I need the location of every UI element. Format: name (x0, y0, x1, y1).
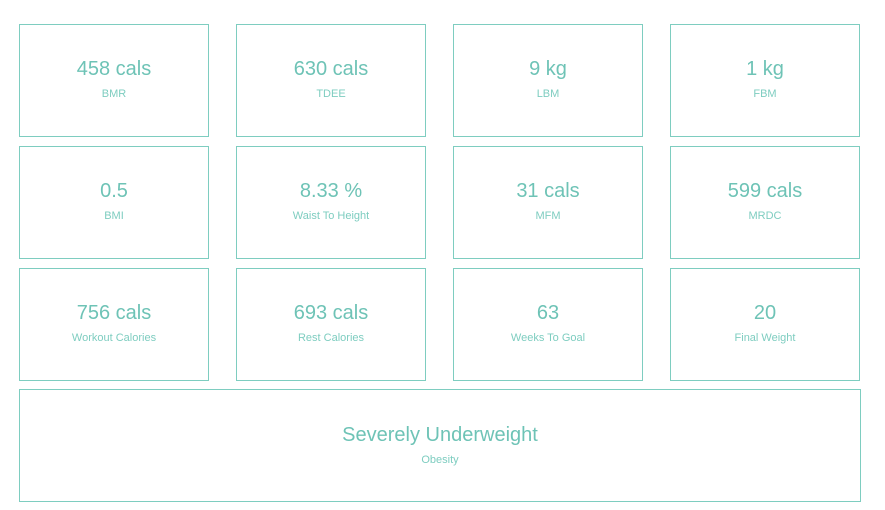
stat-value: 63 (536, 302, 560, 324)
stat-value: 599 cals (727, 180, 803, 202)
classification-value: Severely Underweight (342, 424, 538, 446)
stat-card-workout-calories: 756 cals Workout Calories (19, 268, 209, 381)
stat-label: BMR (101, 88, 127, 100)
stat-card-mrdc: 599 cals MRDC (670, 146, 860, 259)
stat-card-fbm: 1 kg FBM (670, 24, 860, 137)
stat-card-waist-to-height: 8.33 % Waist To Height (236, 146, 426, 259)
stat-card-bmi: 0.5 BMI (19, 146, 209, 259)
stat-label: Workout Calories (71, 332, 157, 344)
stat-label: Final Weight (734, 332, 796, 344)
stat-value: 1 kg (746, 58, 784, 80)
stat-card-tdee: 630 cals TDEE (236, 24, 426, 137)
stat-value: 8.33 % (299, 180, 363, 202)
stat-value: 458 cals (76, 58, 152, 80)
stats-grid: 458 cals BMR 630 cals TDEE 9 kg LBM 1 kg… (19, 24, 861, 381)
stat-value: 20 (753, 302, 777, 324)
stat-label: BMI (104, 210, 124, 222)
stat-label: MFM (535, 210, 561, 222)
stat-card-rest-calories: 693 cals Rest Calories (236, 268, 426, 381)
stat-label: MRDC (748, 210, 782, 222)
stat-value: 756 cals (76, 302, 152, 324)
stat-label: LBM (536, 88, 560, 100)
stat-card-bmr: 458 cals BMR (19, 24, 209, 137)
stat-label: Waist To Height (292, 210, 370, 222)
stat-label: Weeks To Goal (510, 332, 586, 344)
stat-label: TDEE (316, 88, 346, 100)
stat-value: 31 cals (516, 180, 580, 202)
classification-label: Obesity (421, 454, 459, 466)
stat-label: Rest Calories (297, 332, 365, 344)
stat-value: 9 kg (529, 58, 567, 80)
stat-card-final-weight: 20 Final Weight (670, 268, 860, 381)
stat-value: 0.5 (100, 180, 128, 202)
stat-card-mfm: 31 cals MFM (453, 146, 643, 259)
stat-card-lbm: 9 kg LBM (453, 24, 643, 137)
stat-card-weeks-to-goal: 63 Weeks To Goal (453, 268, 643, 381)
classification-card: Severely Underweight Obesity (19, 389, 861, 502)
stat-value: 693 cals (293, 302, 369, 324)
stat-value: 630 cals (293, 58, 369, 80)
stat-label: FBM (753, 88, 777, 100)
